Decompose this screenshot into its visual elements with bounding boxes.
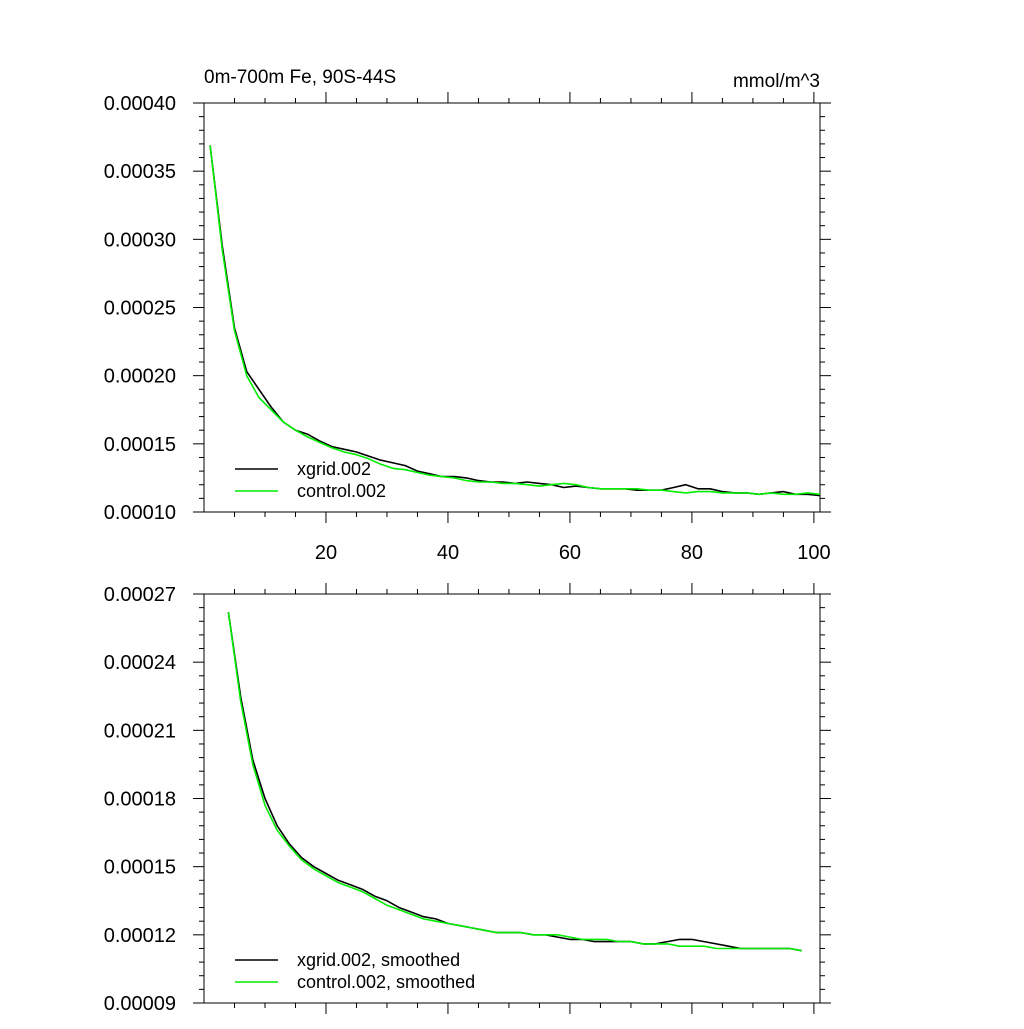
x-tick-label: 20 xyxy=(315,542,337,564)
legend-label: xgrid.002 xyxy=(297,459,371,479)
y-tick-label: 0.00015 xyxy=(104,434,176,456)
y-tick-label: 0.00024 xyxy=(104,652,176,674)
legend-label: xgrid.002, smoothed xyxy=(297,950,460,970)
y-tick-label: 0.00035 xyxy=(104,161,176,183)
series-line-xgrid xyxy=(227,612,802,952)
y-tick-label: 0.00040 xyxy=(104,93,176,115)
y-tick-label: 0.00030 xyxy=(104,229,176,251)
x-tick-label: 40 xyxy=(437,542,459,564)
chart-title-left: 0m-700m Fe, 90S-44S xyxy=(204,67,396,88)
plot-frame xyxy=(203,102,821,513)
y-tick-label: 0.00027 xyxy=(104,584,176,606)
y-tick-label: 0.00025 xyxy=(104,298,176,320)
y-tick-label: 0.00012 xyxy=(104,925,176,947)
plot-frame xyxy=(203,593,821,1004)
x-tick-label: 80 xyxy=(681,542,703,564)
bottom-panel: 0.00009 0.00012 0.00015 0.00018 0.00021 0.000… xyxy=(104,583,831,1015)
series-line-xgrid xyxy=(209,145,821,497)
y-tick-label: 0.00020 xyxy=(104,366,176,388)
series-line-control xyxy=(209,145,821,496)
y-tick-label: 0.00018 xyxy=(104,789,176,811)
y-tick-label: 0.00010 xyxy=(104,502,176,524)
series-line-control xyxy=(227,612,802,952)
chart-title-right: mmol/m^3 xyxy=(733,71,820,92)
legend-label: control.002, smoothed xyxy=(297,972,475,992)
top-panel: 0.00010 0.00015 0.00020 0.00025 0.00030 0.000… xyxy=(104,67,831,564)
legend-label: control.002 xyxy=(297,481,386,501)
x-tick-label: 60 xyxy=(559,542,581,564)
y-tick-label: 0.00009 xyxy=(104,993,176,1015)
y-tick-label: 0.00015 xyxy=(104,857,176,879)
x-tick-label: 100 xyxy=(797,542,830,564)
y-tick-label: 0.00021 xyxy=(104,720,176,742)
